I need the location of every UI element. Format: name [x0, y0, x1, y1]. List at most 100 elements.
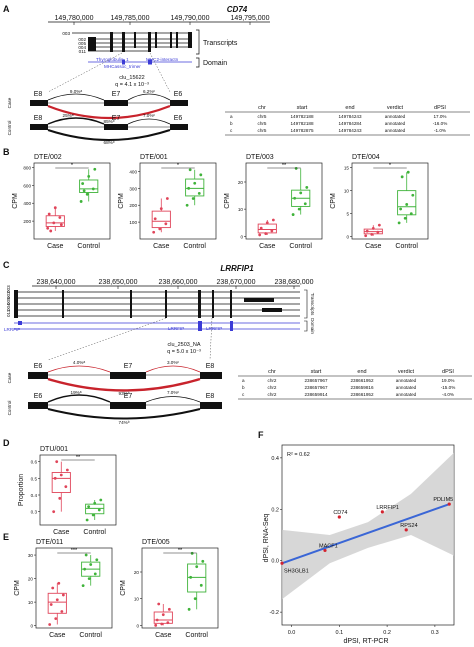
- domain-name: MHCassoc_trimer: [104, 64, 141, 69]
- data-point: [157, 602, 161, 606]
- data-point: [199, 173, 203, 177]
- svg-text:verdict: verdict: [398, 369, 415, 375]
- data-point: [52, 510, 56, 514]
- sashimi-control: Control E8 E7 E6 25%ᵃ 7.0%ᶜ 68%ᵇ: [7, 113, 188, 145]
- data-point: [87, 505, 91, 509]
- table-row: b chr5 149782188 149784284 annotated -16…: [230, 121, 447, 126]
- data-point-macf1: [323, 548, 327, 553]
- data-point: [87, 175, 91, 178]
- data-point: [54, 617, 58, 620]
- x-tick-label: Case: [259, 243, 275, 250]
- data-point: [293, 196, 297, 200]
- svg-text:149782875: 149782875: [291, 128, 314, 133]
- data-point: [95, 558, 99, 562]
- transcript-tracks: 003 002 005 004 011 Transcripts: [62, 29, 238, 55]
- point-label: MACF1: [319, 543, 338, 549]
- y-tick-label: 20: [28, 577, 34, 582]
- domain-name: LRRFIP: [206, 326, 222, 331]
- y-tick-label: 15: [344, 166, 350, 171]
- svg-text:149782188: 149782188: [291, 114, 314, 119]
- cluster-q-value: q = 4.1 x 10⁻³: [115, 82, 149, 88]
- svg-text:b: b: [242, 385, 245, 390]
- box-control: [187, 563, 207, 593]
- exon-label: E7: [112, 115, 121, 122]
- box-case: [51, 472, 71, 493]
- sashimi-case: Case E6 E7 E8 4.0%ᵃ 3.0%ᶜ 93%ᵇ: [7, 360, 222, 396]
- cluster-q-value: q = 5.0 x 10⁻³: [167, 349, 201, 355]
- data-point: [197, 192, 201, 195]
- data-point: [303, 202, 307, 206]
- svg-text:dPSI: dPSI: [442, 369, 454, 375]
- transcripts-label: Transcripts: [203, 40, 238, 47]
- significance-stars: *: [71, 163, 74, 169]
- y-tick-label: 200: [129, 203, 137, 208]
- svg-text:005: 005: [6, 297, 11, 305]
- y-tick-label: 300: [129, 186, 137, 191]
- y-tick-label: 0.6: [31, 460, 38, 465]
- data-point: [49, 229, 53, 233]
- svg-text:Control: Control: [7, 401, 12, 416]
- junction-pct: 4.0%ᵃ: [73, 360, 85, 365]
- x-tick-label: Case: [53, 529, 69, 536]
- data-point: [199, 583, 203, 587]
- y-axis-label: CPM: [120, 580, 127, 596]
- exon-label: E7: [124, 393, 133, 400]
- case-row-label: Case: [7, 97, 12, 108]
- data-point: [403, 216, 407, 220]
- svg-text:238657967: 238657967: [305, 385, 328, 390]
- table-header: verdict: [387, 105, 404, 111]
- data-point: [97, 508, 101, 512]
- svg-text:chr: chr: [268, 369, 276, 375]
- y-tick-label: 10: [344, 189, 350, 194]
- svg-text:-1.0%: -1.0%: [434, 128, 446, 133]
- domain-name: Thyroglobulin_1: [96, 57, 129, 62]
- table-header: start: [297, 105, 308, 111]
- data-point: [81, 584, 85, 588]
- data-point: [299, 191, 303, 195]
- svg-text:chr5: chr5: [258, 114, 267, 119]
- exon-label: E8: [34, 91, 43, 98]
- data-point: [160, 622, 164, 626]
- table-header: end: [345, 105, 354, 111]
- data-point: [91, 513, 95, 517]
- plot-title: DTE/002: [34, 154, 62, 161]
- svg-text:c: c: [242, 392, 245, 397]
- panel-c: C LRRFIP1 238,640,000 238,650,000 238,66…: [3, 260, 472, 425]
- data-point: [93, 501, 97, 505]
- data-point: [84, 553, 88, 557]
- svg-text:annotated: annotated: [396, 392, 417, 397]
- data-point: [265, 221, 269, 225]
- data-point: [85, 518, 89, 522]
- data-point: [271, 218, 275, 222]
- junction-table-a: chr start end verdict dPSI a chr5 149782…: [225, 105, 470, 136]
- transcript-id: 005: [78, 41, 86, 46]
- svg-text:chr5: chr5: [258, 121, 267, 126]
- data-point: [409, 212, 413, 216]
- data-point: [193, 181, 197, 185]
- data-point-cd74: [337, 515, 341, 519]
- junction-pct: 3.0%ᶜ: [167, 360, 179, 365]
- data-point: [85, 192, 89, 196]
- data-point: [376, 230, 380, 234]
- data-point: [161, 613, 165, 617]
- svg-text:19.0%: 19.0%: [441, 378, 454, 383]
- data-point: [294, 167, 298, 170]
- x-tick-label: Control: [79, 632, 102, 639]
- data-point: [57, 581, 61, 585]
- data-point: [365, 229, 369, 233]
- box-case: [47, 592, 67, 614]
- data-point: [405, 203, 409, 206]
- y-tick-label: 0.0: [271, 559, 279, 565]
- data-point: [411, 193, 415, 197]
- data-point: [195, 565, 199, 569]
- data-point: [187, 607, 191, 611]
- y-tick-label: 0.4: [271, 456, 279, 462]
- junction-pct: 9.0%ᵃ: [70, 89, 82, 94]
- boxplot-dte-004: DTE/004 0 5 10 15 CPM Case Control *: [330, 154, 429, 250]
- data-point-sh3glb1: [280, 561, 284, 565]
- plot-title: DTU/001: [40, 446, 68, 453]
- data-point: [89, 563, 93, 566]
- data-point: [53, 206, 57, 210]
- boxplot-dte-011: DTE/011 0 10 20 30 CPM Case Control ***: [14, 539, 113, 639]
- y-tick-label: 10: [238, 207, 244, 212]
